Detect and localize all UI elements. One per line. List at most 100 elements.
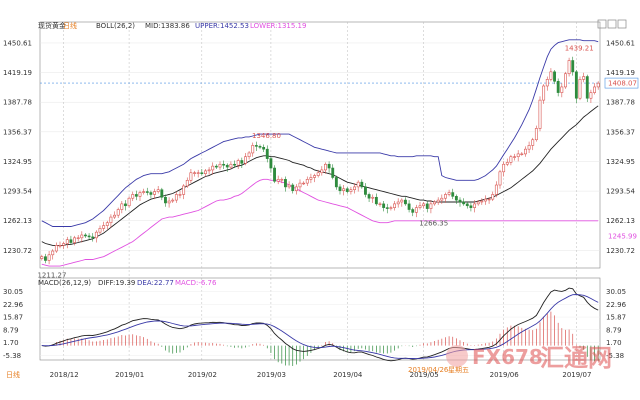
candle-body	[385, 207, 389, 209]
boll-mid-label: MID:1383.86	[145, 22, 190, 30]
candle-body	[425, 203, 429, 209]
candle-body	[240, 160, 244, 164]
boll-upper-line	[41, 39, 599, 227]
candle-body	[367, 194, 371, 199]
period-badge: 日线	[63, 21, 77, 30]
candle-body	[411, 209, 415, 213]
candle-body	[433, 201, 436, 205]
candle-body	[236, 160, 240, 166]
candle-body	[189, 172, 193, 181]
macd-tick-label: 8.79	[3, 326, 19, 334]
macd-legend: MACD(26,12,9) DIFF:19.39 DEA:22.77 MACD:…	[38, 279, 217, 287]
close-icon[interactable]	[617, 19, 627, 29]
macd-tick-label: -5.38	[3, 352, 21, 360]
candle-body	[80, 234, 84, 239]
candle-body	[444, 194, 447, 199]
candle-body	[127, 197, 131, 207]
candle-body	[262, 146, 266, 150]
minimize-icon[interactable]	[597, 19, 607, 29]
candle-body	[564, 73, 567, 88]
window-controls[interactable]	[597, 19, 627, 29]
candle-body	[131, 194, 135, 199]
candle-body	[84, 234, 87, 237]
candle-body	[458, 199, 462, 203]
candle-body	[87, 235, 91, 238]
x-tick-label: 2019/03	[257, 371, 286, 379]
candle-body	[47, 254, 51, 261]
candle-body	[44, 256, 47, 261]
annotation-high-1: 1439.21	[565, 45, 594, 53]
candle-body	[596, 82, 600, 88]
candle-body	[527, 145, 531, 150]
macd-tick-label: 1.70	[3, 339, 19, 347]
macd-tick-label-right: 15.87	[606, 314, 626, 322]
candle-body	[207, 169, 211, 172]
candle-body	[531, 139, 535, 146]
candle-body	[476, 201, 480, 205]
candle-body	[69, 239, 73, 243]
candle-body	[505, 162, 509, 165]
y-tick-label-right: 1293.54	[606, 188, 635, 196]
candle-body	[287, 184, 291, 188]
candle-body	[91, 236, 95, 239]
candle-body	[171, 199, 175, 202]
footer-period[interactable]: 日线	[6, 370, 20, 379]
x-tick-label: 2019/06	[490, 371, 520, 379]
dea-label: DEA:22.77	[137, 279, 174, 287]
boll-upper-label: UPPER:1452.53	[195, 22, 249, 30]
annotation-low-1: 1266.35	[419, 220, 448, 228]
candle-body	[160, 189, 164, 198]
candle-body	[254, 145, 258, 147]
candle-body	[204, 170, 207, 174]
candle-body	[502, 163, 506, 173]
candle-body	[567, 60, 571, 75]
candle-body	[320, 169, 324, 174]
candle-body	[374, 196, 378, 205]
y-tick-label: 1419.19	[3, 69, 32, 77]
watermark-name: 汇通网	[540, 344, 612, 372]
candle-body	[349, 189, 353, 192]
macd-tick-label: 22.96	[3, 301, 24, 309]
macd-tick-label-right: 1.70	[606, 339, 622, 347]
x-tick-label: 2019/02	[188, 371, 217, 379]
candle-body	[120, 203, 124, 210]
candle-body	[422, 203, 426, 207]
price-tags: 1408.07 1245.99	[604, 77, 639, 240]
x-tick-label: 2019/01	[115, 371, 144, 379]
candle-body	[174, 194, 178, 201]
candle-body	[538, 99, 542, 129]
candle-body	[574, 71, 578, 99]
y-tick-label: 1324.95	[3, 158, 32, 166]
header-legend: 现货黄金 日线 BOLL(26,2) MID:1383.86 UPPER:145…	[38, 21, 306, 30]
candle-body	[447, 192, 451, 195]
candle-body	[269, 158, 273, 169]
candle-body	[291, 184, 295, 191]
candle-body	[396, 201, 400, 205]
hover-weekday: 星期五	[448, 366, 469, 374]
candle-body	[105, 222, 109, 226]
maximize-icon[interactable]	[607, 19, 617, 29]
macd-tick-label: 30.05	[3, 288, 23, 296]
candle-body	[225, 164, 229, 168]
candle-body	[553, 71, 556, 82]
candle-body	[65, 239, 69, 244]
candle-body	[280, 179, 284, 181]
y-tick-label-right: 1262.13	[606, 217, 635, 225]
candle-body	[196, 172, 200, 174]
lower-band-value: 1245.99	[608, 232, 637, 240]
y-tick-label-right: 1230.72	[606, 247, 635, 255]
candle-body	[465, 203, 469, 207]
candle-body	[364, 186, 367, 195]
x-tick-label: 2019/04	[333, 371, 363, 379]
candle-body	[509, 156, 513, 163]
candle-body	[265, 148, 269, 159]
candle-body	[342, 188, 346, 191]
y-tick-label-right: 1450.61	[606, 39, 635, 47]
annotations: 1439.21 1346.80 1266.35 1211.27	[37, 45, 593, 280]
candle-body	[200, 172, 204, 174]
candle-body	[142, 191, 146, 193]
y-tick-label: 1293.54	[3, 188, 32, 196]
candle-body	[51, 250, 55, 256]
